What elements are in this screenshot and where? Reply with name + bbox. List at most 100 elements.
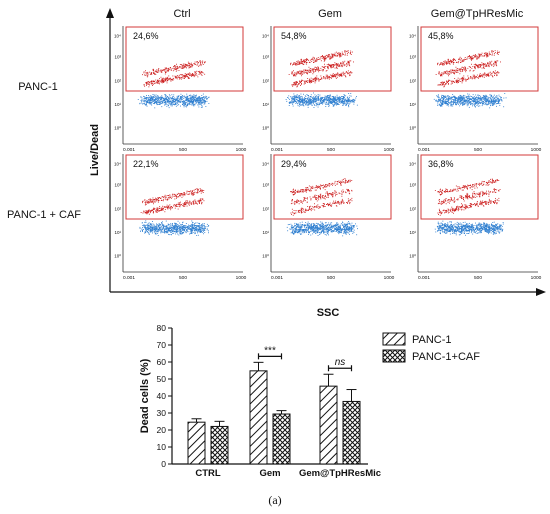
panel-y-tick-label: 10³ <box>114 55 121 60</box>
y-tick-label: 60 <box>157 357 167 367</box>
panel-x-tick-label: 1000 <box>384 275 395 281</box>
panel-y-tick-label: 10⁴ <box>114 161 121 166</box>
legend-swatch-panc1 <box>382 332 406 346</box>
panel-y-tick-label: 10⁴ <box>409 161 416 166</box>
panel-y-tick-label: 10⁰ <box>409 253 416 258</box>
panel-x-tick-label: 500 <box>179 275 187 281</box>
bar-gem-tphresmic-series1 <box>342 400 361 465</box>
panel-x-tick-label: 500 <box>179 147 187 153</box>
flow-panel-r1-c2: 10⁴ 10³ 10² 10¹ 10⁰ 0.001 500 1000 36,8% <box>409 154 542 281</box>
panel-x-tick-label: 500 <box>327 275 335 281</box>
panel-y-tick-label: 10³ <box>114 183 121 188</box>
panel-y-tick-label: 10⁴ <box>262 161 269 166</box>
bar-y-axis-label: Dead cells (%) <box>139 358 151 433</box>
bar-gem-series0 <box>249 370 268 465</box>
gate-box <box>125 154 244 220</box>
column-header-gem-tphresmic: Gem@TpHResMic <box>431 8 524 20</box>
panel-x-tick-label: 1000 <box>236 275 247 281</box>
scatter-points <box>434 178 504 236</box>
y-tick-label: 10 <box>157 442 167 452</box>
panel-x-tick-label: 0.001 <box>271 147 283 153</box>
panel-y-tick-label: 10⁰ <box>262 253 269 258</box>
panel-x-tick-label: 0.001 <box>418 275 430 281</box>
panel-y-tick-label: 10³ <box>409 183 416 188</box>
panel-y-tick-label: 10² <box>262 206 269 211</box>
legend-swatch-panc1-caf <box>382 349 406 363</box>
panel-y-tick-label: 10² <box>114 78 121 83</box>
bar-ctrl-series1 <box>210 425 229 465</box>
flow-panel-r0-c1: 10⁴ 10³ 10² 10¹ 10⁰ 0.001 500 1000 54,8% <box>262 26 395 153</box>
significance-label: ns <box>335 357 346 368</box>
gate-box <box>420 154 539 220</box>
gate-box <box>273 154 392 220</box>
x-category-label: Gem <box>259 468 280 479</box>
panel-y-tick-label: 10¹ <box>409 230 416 235</box>
gate-box <box>420 26 539 92</box>
panel-y-tick-label: 10² <box>114 206 121 211</box>
panel-y-tick-label: 10⁴ <box>114 33 121 38</box>
panel-x-tick-label: 1000 <box>531 275 542 281</box>
flow-x-axis-label: SSC <box>317 307 340 319</box>
panel-y-tick-label: 10⁰ <box>262 125 269 130</box>
gate-percentage: 24,6% <box>133 31 159 41</box>
panel-y-tick-label: 10⁴ <box>262 33 269 38</box>
legend-label-panc1: PANC-1 <box>412 334 452 346</box>
y-tick-label: 30 <box>157 408 167 418</box>
panel-x-tick-label: 1000 <box>384 147 395 153</box>
row-label-panc1: PANC-1 <box>18 81 58 93</box>
panel-x-tick-label: 500 <box>474 147 482 153</box>
significance-label: *** <box>264 345 276 356</box>
panel-x-tick-label: 0.001 <box>418 147 430 153</box>
panel-y-tick-label: 10⁰ <box>114 253 121 258</box>
panel-y-tick-label: 10¹ <box>114 102 121 107</box>
panel-x-tick-label: 0.001 <box>271 275 283 281</box>
panel-y-tick-label: 10⁰ <box>114 125 121 130</box>
gate-percentage: 45,8% <box>428 31 454 41</box>
panel-x-tick-label: 0.001 <box>123 275 135 281</box>
bar-chart: Dead cells (%) 0 10 20 30 40 50 60 70 80 CTRL Gem… <box>139 323 480 479</box>
panel-y-tick-label: 10² <box>409 206 416 211</box>
gate-percentage: 22,1% <box>133 159 159 169</box>
panel-y-tick-label: 10² <box>409 78 416 83</box>
panel-x-tick-label: 1000 <box>236 147 247 153</box>
panel-y-tick-label: 10³ <box>262 55 269 60</box>
scatter-points <box>433 50 507 109</box>
panel-y-tick-label: 10¹ <box>262 102 269 107</box>
gate-percentage: 36,8% <box>428 159 454 169</box>
y-tick-label: 40 <box>157 391 167 401</box>
panel-x-tick-label: 0.001 <box>123 147 135 153</box>
scatter-points <box>137 60 210 109</box>
scatter-points <box>286 178 358 237</box>
panel-y-tick-label: 10¹ <box>409 102 416 107</box>
bar-gem-tphresmic-series0 <box>319 385 338 465</box>
flow-panel-r0-c2: 10⁴ 10³ 10² 10¹ 10⁰ 0.001 500 1000 45,8% <box>409 26 542 153</box>
panel-label: (a) <box>268 493 281 507</box>
y-tick-label: 80 <box>157 323 167 333</box>
panel-y-tick-label: 10⁰ <box>409 125 416 130</box>
x-category-label: CTRL <box>195 468 221 479</box>
panel-y-tick-label: 10¹ <box>262 230 269 235</box>
scatter-points <box>139 188 210 236</box>
gate-percentage: 29,4% <box>281 159 307 169</box>
x-category-label: Gem@TpHResMic <box>299 468 381 479</box>
flow-x-arrow <box>536 288 546 296</box>
panel-x-tick-label: 500 <box>474 275 482 281</box>
gate-box <box>125 26 244 92</box>
flow-y-arrow <box>106 8 114 18</box>
scatter-points <box>285 50 358 108</box>
y-tick-label: 70 <box>157 340 167 350</box>
panel-x-tick-label: 1000 <box>531 147 542 153</box>
bar-ctrl-series0 <box>187 421 206 465</box>
y-tick-label: 50 <box>157 374 167 384</box>
panel-x-tick-label: 500 <box>327 147 335 153</box>
flow-panel-r0-c0: 10⁴ 10³ 10² 10¹ 10⁰ 0.001 500 1000 24,6% <box>114 26 247 153</box>
panel-y-tick-label: 10³ <box>262 183 269 188</box>
panel-y-tick-label: 10³ <box>409 55 416 60</box>
legend-label-panc1-caf: PANC-1+CAF <box>412 351 480 363</box>
column-header-gem: Gem <box>318 8 342 20</box>
flow-y-axis-label: Live/Dead <box>89 124 101 176</box>
bar-gem-series1 <box>272 413 291 465</box>
gate-box <box>273 26 392 92</box>
panel-y-tick-label: 10² <box>262 78 269 83</box>
